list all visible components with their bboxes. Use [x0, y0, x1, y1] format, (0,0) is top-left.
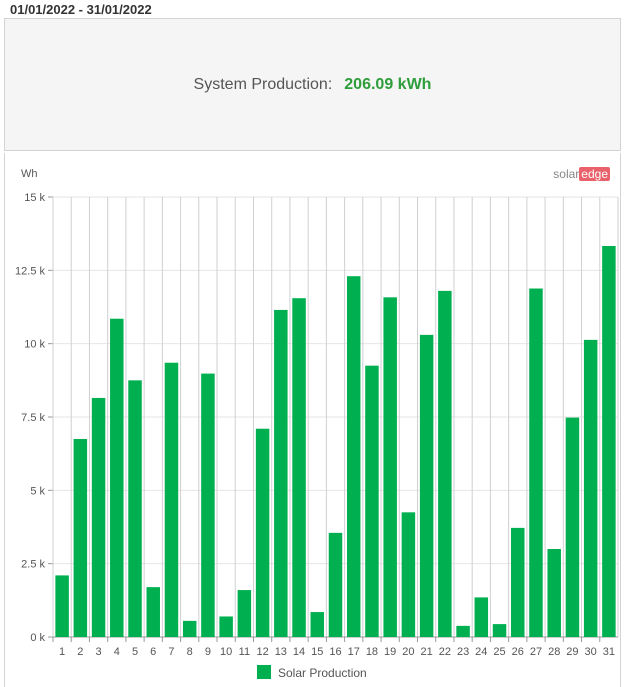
bar-day-10 — [219, 616, 233, 637]
x-tick-label: 7 — [168, 646, 174, 658]
x-tick-label: 18 — [366, 646, 378, 658]
x-tick-label: 6 — [150, 646, 156, 658]
brand-solar: solar — [553, 167, 580, 181]
bar-day-17 — [346, 276, 361, 637]
x-tick-label: 28 — [548, 646, 560, 658]
bar-day-24 — [474, 597, 489, 637]
y-tick-label: 15 k — [24, 192, 45, 204]
x-tick-label: 16 — [329, 646, 341, 658]
y-tick-label: 12.5 k — [15, 265, 45, 277]
y-tick-label: 7.5 k — [21, 412, 45, 424]
x-tick-label: 13 — [275, 646, 287, 658]
x-tick-label: 23 — [457, 646, 469, 658]
summary-value: 206.09 kWh — [344, 75, 432, 93]
x-tick-label: 12 — [256, 646, 268, 658]
bar-day-2 — [73, 439, 88, 637]
bar-day-21 — [419, 334, 434, 637]
x-tick-label: 30 — [585, 646, 597, 658]
bar-day-19 — [383, 297, 397, 637]
x-tick-label: 26 — [512, 646, 524, 658]
x-tick-label: 22 — [439, 646, 451, 658]
y-tick-label: 10 k — [24, 339, 45, 351]
legend-swatch — [257, 665, 271, 679]
bar-day-31 — [602, 245, 616, 637]
bar-day-9 — [201, 373, 215, 637]
bar-day-18 — [365, 365, 379, 637]
bar-day-6 — [146, 587, 160, 637]
x-tick-label: 3 — [96, 646, 102, 658]
summary-label: System Production: — [193, 75, 333, 93]
bar-day-30 — [583, 339, 598, 637]
x-tick-label: 14 — [293, 646, 305, 658]
date-range: 01/01/2022 - 31/01/2022 — [10, 2, 152, 17]
bar-day-29 — [565, 417, 580, 637]
x-tick-label: 24 — [475, 646, 487, 658]
bar-day-28 — [547, 549, 561, 637]
x-tick-label: 11 — [239, 646, 250, 658]
y-axis-label: Wh — [21, 168, 38, 180]
bar-day-22 — [438, 290, 452, 637]
bar-day-25 — [492, 624, 507, 637]
bar-day-26 — [511, 527, 525, 637]
bar-day-7 — [164, 362, 179, 637]
x-tick-label: 19 — [384, 646, 396, 658]
bar-day-11 — [237, 590, 252, 637]
x-tick-label: 21 — [421, 646, 433, 658]
bar-day-3 — [91, 397, 106, 637]
bar-day-13 — [274, 309, 288, 637]
x-tick-label: 1 — [59, 646, 65, 658]
bar-day-14 — [292, 298, 306, 637]
x-tick-label: 9 — [205, 646, 211, 658]
x-tick-label: 29 — [566, 646, 578, 658]
legend-label: Solar Production — [278, 666, 367, 680]
bar-day-16 — [328, 532, 343, 637]
chart-panel: solar edge 0 k 2.5 k 5 k 7.5 k 10 k 12.5 k 15 k… — [4, 153, 621, 687]
y-tick-label: 2.5 k — [21, 559, 45, 571]
summary-panel: System Production: 206.09 kWh — [4, 18, 621, 151]
bar-day-4 — [110, 318, 124, 637]
brand-edge: edge — [579, 167, 610, 181]
bar-day-8 — [182, 620, 197, 637]
y-tick-label: 5 k — [30, 485, 45, 497]
bar-day-20 — [401, 512, 416, 637]
x-tick-label: 17 — [348, 646, 360, 658]
x-tick-label: 10 — [220, 646, 232, 658]
y-tick-label: 0 k — [30, 632, 45, 644]
x-tick-label: 5 — [132, 646, 138, 658]
solaredge-logo: solar edge — [553, 167, 610, 181]
x-tick-label: 27 — [530, 646, 542, 658]
bar-day-15 — [310, 612, 325, 637]
x-tick-label: 2 — [77, 646, 83, 658]
x-tick-label: 25 — [493, 646, 505, 658]
bar-day-5 — [128, 380, 142, 637]
x-tick-label: 4 — [114, 646, 120, 658]
x-tick-label: 15 — [311, 646, 323, 658]
bar-day-12 — [255, 428, 270, 637]
bar-day-23 — [456, 625, 470, 637]
bar-day-1 — [55, 575, 69, 637]
x-tick-label: 31 — [603, 646, 615, 658]
x-tick-label: 8 — [187, 646, 193, 658]
bar-day-27 — [529, 288, 543, 637]
x-tick-label: 20 — [402, 646, 414, 658]
